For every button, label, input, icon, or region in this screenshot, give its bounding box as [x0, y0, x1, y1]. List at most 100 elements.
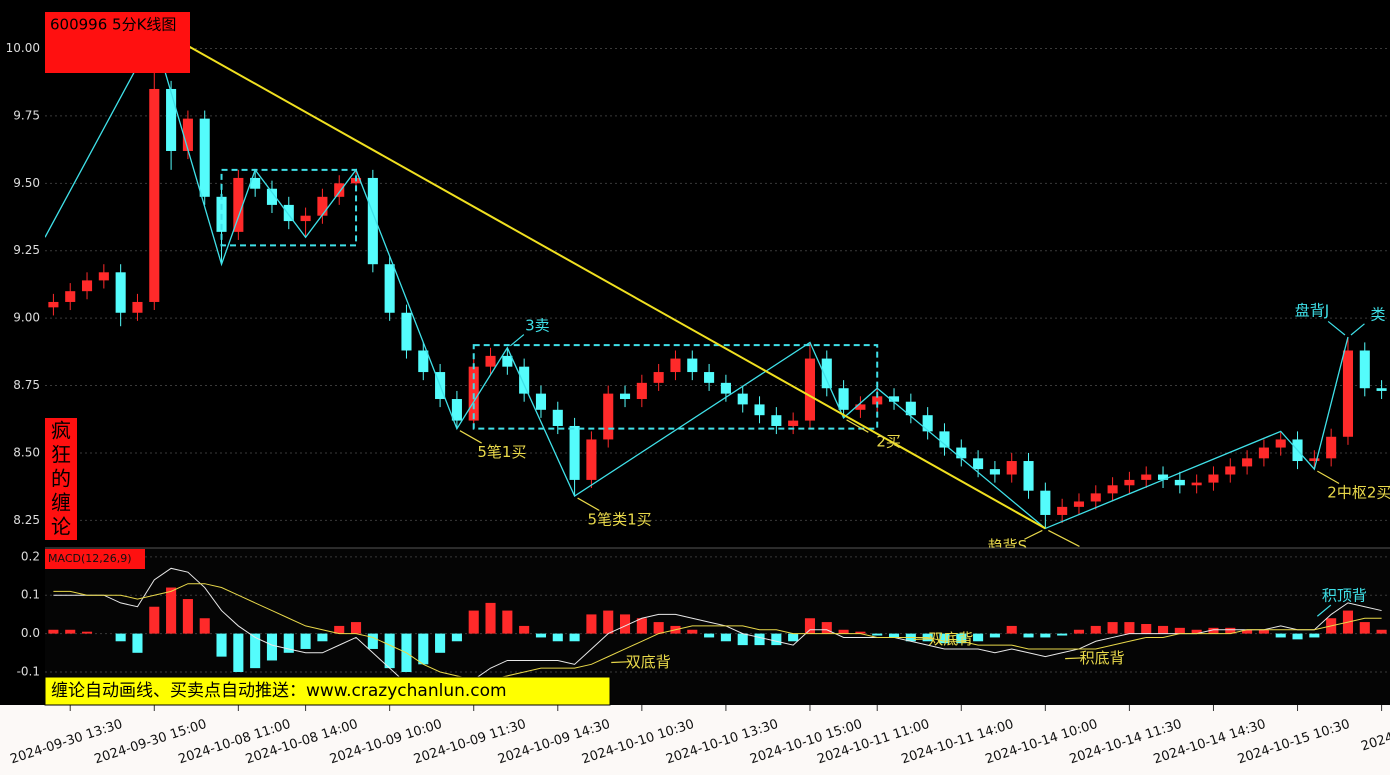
macd-bar — [552, 633, 563, 642]
side-label-char: 狂 — [51, 443, 71, 467]
macd-bar — [1309, 633, 1320, 638]
side-label-box — [45, 418, 77, 540]
candle-body — [81, 280, 93, 292]
macd-bar — [283, 633, 294, 653]
annotation: 积底背 — [1080, 649, 1125, 667]
macd-bar — [1090, 625, 1101, 634]
candle-body — [619, 393, 631, 400]
center-box — [472, 344, 879, 430]
candle-body — [317, 196, 328, 216]
candle-body — [603, 393, 614, 440]
macd-bar — [956, 633, 967, 644]
candle-body — [771, 415, 782, 426]
candle-body — [1376, 388, 1387, 391]
y-tick-label: 8.25 — [13, 513, 40, 527]
macd-bar — [872, 633, 883, 636]
macd-bar — [149, 606, 160, 634]
candle-body — [872, 396, 883, 405]
candle-body — [98, 272, 109, 281]
macd-bar — [1359, 622, 1370, 634]
macd-bar — [166, 587, 177, 634]
dea-line — [53, 583, 1382, 681]
candle-body — [367, 177, 378, 265]
annotation-arrow — [1327, 320, 1346, 336]
y-tick-label: 0.0 — [21, 626, 40, 640]
y-tick-label: 9.75 — [13, 108, 40, 122]
side-label-char: 论 — [51, 515, 71, 539]
y-tick-label: 10.00 — [6, 41, 40, 55]
macd-bar — [435, 633, 446, 653]
candle-body — [804, 358, 816, 421]
candle-body — [888, 396, 900, 402]
macd-bar — [1073, 629, 1085, 634]
chart-title: 600996 5分K线图 — [50, 16, 176, 34]
annotation-arrow — [1024, 529, 1043, 540]
macd-bar — [1258, 629, 1269, 634]
candle-body — [1326, 436, 1337, 459]
annotation-arrow — [1350, 323, 1365, 336]
annotation-arrow — [1317, 470, 1340, 485]
banner-text: 缠论自动画线、买卖点自动推送：www.crazychanlun.com — [51, 681, 507, 701]
annotation: 2中枢2买 — [1327, 484, 1390, 502]
macd-bar — [1376, 629, 1387, 634]
annotation-arrow — [913, 638, 933, 641]
candle-body — [754, 404, 765, 416]
macd-bar — [485, 602, 496, 634]
y-tick-label: -0.1 — [17, 664, 40, 678]
annotation-arrow — [1065, 657, 1085, 660]
candle-body — [1342, 350, 1354, 437]
side-label-char: 缠 — [51, 491, 71, 515]
candle-body — [300, 215, 311, 222]
annotation: 趋背S — [988, 537, 1028, 555]
macd-bar — [350, 622, 362, 634]
macd-bar — [939, 633, 950, 644]
candle-body — [1191, 482, 1202, 486]
macd-bar — [65, 629, 76, 634]
candle-body — [250, 177, 261, 189]
macd-bar — [535, 633, 547, 638]
macd-bar — [619, 614, 631, 634]
macd-bar — [1208, 627, 1219, 634]
macd-bar — [519, 625, 530, 634]
candle-body — [788, 420, 799, 426]
macd-bar — [1275, 633, 1286, 638]
macd-bar — [636, 618, 647, 634]
candle-body — [334, 183, 345, 197]
candle-body — [670, 358, 681, 373]
macd-bar — [182, 599, 193, 634]
y-tick-label: 8.75 — [13, 378, 40, 392]
candle-body — [1225, 466, 1236, 475]
macd-bar — [804, 618, 816, 634]
candle-body — [115, 272, 126, 313]
y-tick-label: 9.25 — [13, 243, 40, 257]
candle-body — [687, 358, 698, 373]
macd-bar — [1124, 622, 1135, 634]
y-tick-label: 9.50 — [13, 176, 40, 190]
candle-body — [855, 404, 866, 410]
candle-body — [1006, 461, 1017, 475]
candle-body — [401, 312, 412, 351]
candle-body — [1023, 461, 1034, 491]
y-tick-label: 0.2 — [21, 549, 40, 563]
macd-bar — [821, 622, 832, 634]
candle-body — [653, 372, 664, 383]
candle-body — [737, 393, 748, 405]
macd-bar — [1107, 622, 1118, 634]
candle-body — [821, 358, 832, 389]
candle-body — [48, 301, 59, 308]
candle-body — [1040, 490, 1051, 515]
macd-bar — [855, 631, 866, 634]
candle-body — [502, 355, 513, 367]
macd-bar — [603, 610, 614, 634]
trend-line — [187, 44, 1046, 530]
candle-body — [535, 393, 547, 410]
annotation: 类 — [1370, 306, 1385, 324]
macd-bar — [367, 633, 378, 649]
macd-bar — [418, 633, 429, 665]
annotation-arrow — [611, 661, 631, 664]
macd-bar — [317, 633, 328, 642]
macd-bar — [687, 629, 698, 634]
annotation: 双底背 — [626, 653, 671, 671]
macd-bar — [1242, 629, 1253, 634]
